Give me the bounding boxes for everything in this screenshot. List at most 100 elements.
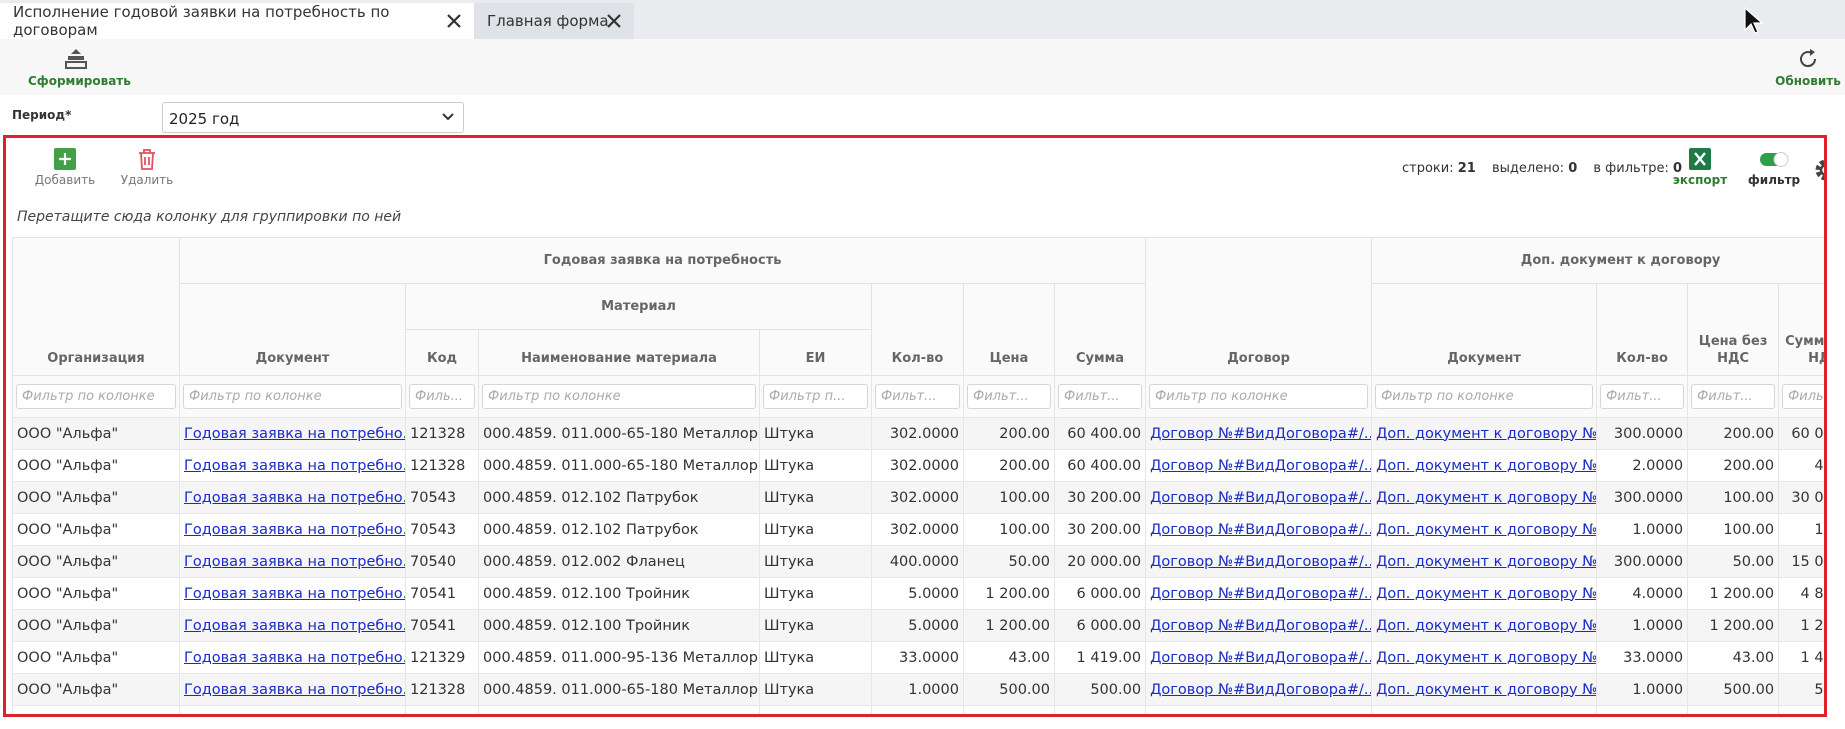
link-cell[interactable]: Договор №#ВидДоговора#/... [1145,481,1373,514]
table-cell: 15 000.00 [1778,545,1824,578]
table-row[interactable]: ООО "Альфа"Годовая заявка на потребно...… [12,513,1824,546]
link-cell[interactable]: Доп. документ к договору №... [1371,449,1598,482]
column-header[interactable]: Сумма [1053,283,1147,376]
column-header[interactable]: Наименование материала [478,329,760,376]
link-cell[interactable]: Доп. документ к договору №... [1371,545,1598,578]
link-cell[interactable]: Годовая заявка на потребно... [179,673,406,706]
column-header[interactable]: Документ [1371,283,1598,376]
table-cell: 1.0000 [1596,513,1689,546]
table-cell: 100.00 [1687,513,1780,546]
link-cell[interactable]: Доп. документ к договору №... [1371,513,1598,546]
delete-button[interactable]: Удалить [114,148,180,187]
link-cell[interactable]: Договор №#ВидДоговора#/... [1145,673,1373,706]
column-header[interactable]: Организация [12,237,180,376]
settings-icon[interactable] [1814,158,1827,182]
table-cell: 2.0000 [1596,449,1689,482]
table-row[interactable]: ООО "Альфа"Годовая заявка на потребно...… [12,673,1824,706]
link-cell[interactable]: Договор №#ВидДоговора#/... [1145,545,1373,578]
filter-input[interactable]: Фильт... [967,384,1051,409]
table-row[interactable]: ООО "Альфа"Годовая заявка на потребно...… [12,481,1824,514]
table-cell: 70543 [405,481,479,514]
link-cell[interactable]: Годовая заявка на потребно... [179,705,406,714]
link-cell[interactable]: Годовая заявка на потребно... [179,417,406,450]
filter-input[interactable]: Фильтр по колонке [482,384,756,409]
table-cell: 70543 [405,513,479,546]
table-cell: Штука [759,641,872,674]
filter-input[interactable]: Фильт... [1691,384,1776,409]
filter-input[interactable]: Фильтр по колонке [16,384,176,409]
table-row[interactable]: ООО "Альфа"Годовая заявка на потребно...… [12,577,1824,610]
table-cell: 800.00 [963,705,1055,714]
filter-input[interactable]: Фильтр п... [763,384,868,409]
filter-input[interactable]: Фильт... [1782,384,1824,409]
column-header[interactable]: Цена без НДС [1687,283,1780,376]
link-cell[interactable]: Доп. документ к договору №... [1371,481,1598,514]
table-cell: 1 419.00 [1778,641,1824,674]
table-cell: 000.4859. 012.102 Патрубок [478,513,760,546]
filter-input[interactable]: Фильтр по колонке [183,384,402,409]
table-cell: 302.0000 [871,417,964,450]
table-cell: 000.4859. 011.000-65-180 Металлор... [478,673,760,706]
table-row[interactable]: ООО "Альфа"Годовая заявка на потребно...… [12,641,1824,674]
link-cell[interactable]: Договор №#ВидДоговора#/... [1145,513,1373,546]
filter-input[interactable]: Фильт... [1600,384,1685,409]
link-cell[interactable]: Годовая заявка на потребно... [179,481,406,514]
link-cell[interactable]: Доп. документ к договору №... [1371,705,1598,714]
close-icon[interactable] [604,11,624,31]
table-row[interactable]: ООО "Альфа"Годовая заявка на потребно...… [12,609,1824,642]
column-header[interactable]: ЕИ [759,329,872,376]
link-cell[interactable]: Доп. документ к договору №... [1371,641,1598,674]
stat-value: 0 [1568,161,1578,176]
filter-input[interactable]: Фильтр по колонке [1149,384,1369,409]
refresh-button[interactable]: Обновить [1770,47,1845,88]
filter-input[interactable]: Фильт... [1058,384,1143,409]
table-cell: ООО "Альфа" [12,449,180,482]
link-cell[interactable]: Договор №#ВидДоговора#/... [1145,609,1373,642]
table-cell: 1.0000 [1596,609,1689,642]
table-row[interactable]: ООО "Альфа"Годовая заявка на потребно...… [12,417,1824,450]
generate-button[interactable]: Сформировать [28,47,131,88]
link-cell[interactable]: Годовая заявка на потребно... [179,641,406,674]
link-cell[interactable]: Доп. документ к договору №... [1371,673,1598,706]
link-cell[interactable]: Годовая заявка на потребно... [179,577,406,610]
column-header[interactable]: Сумма без НДС [1778,283,1824,376]
filter-toggle[interactable]: фильтр [1746,148,1802,187]
column-header[interactable]: Кол-во [871,283,964,376]
link-cell[interactable]: Доп. документ к договору №... [1371,417,1598,450]
link-cell[interactable]: Договор №#ВидДоговора#/... [1145,641,1373,674]
link-cell[interactable]: Договор №#ВидДоговора#/... [1145,577,1373,610]
table-row[interactable]: ООО "Альфа"Годовая заявка на потребно...… [12,705,1824,714]
tab[interactable]: Главная форма [474,3,634,39]
link-cell[interactable]: Годовая заявка на потребно... [179,609,406,642]
table-cell: 5.0000 [871,577,964,610]
filter-input[interactable]: Фильтр по колонке [1375,384,1594,409]
period-select[interactable]: 2025 год [162,102,464,133]
add-button[interactable]: Добавить [32,148,98,187]
close-icon[interactable] [444,11,464,31]
link-cell[interactable]: Годовая заявка на потребно... [179,449,406,482]
link-cell[interactable]: Годовая заявка на потребно... [179,513,406,546]
link-cell[interactable]: Годовая заявка на потребно... [179,545,406,578]
table-row[interactable]: ООО "Альфа"Годовая заявка на потребно...… [12,449,1824,482]
column-header[interactable]: Цена [963,283,1055,376]
export-label: экспорт [1672,173,1728,187]
table-cell: 1 200.00 [1687,609,1780,642]
link-cell[interactable]: Доп. документ к договору №... [1371,577,1598,610]
filter-input[interactable]: Фильт... [875,384,960,409]
stat-label: строки: [1402,161,1454,176]
tab[interactable]: Исполнение годовой заявки на потребность… [0,3,474,39]
column-header[interactable]: Договор [1145,237,1373,376]
filter-input[interactable]: Филь... [409,384,475,409]
column-header[interactable]: Документ [179,283,406,376]
column-header[interactable]: Кол-во [1596,283,1689,376]
link-cell[interactable]: Договор №#ВидДоговора#/... [1145,449,1373,482]
link-cell[interactable]: Доп. документ к договору №... [1371,609,1598,642]
export-button[interactable]: экспорт [1672,148,1728,187]
table-row[interactable]: ООО "Альфа"Годовая заявка на потребно...… [12,545,1824,578]
delete-label: Удалить [120,173,174,187]
link-cell[interactable]: Договор №#ВидДоговора#/... [1145,705,1373,714]
link-cell[interactable]: Договор №#ВидДоговора#/... [1145,417,1373,450]
table-cell: 200.00 [1687,417,1780,450]
column-header[interactable]: Код [405,329,479,376]
filter-row: Фильтр по колонке Фильтр по колонке Филь..… [12,375,1824,418]
